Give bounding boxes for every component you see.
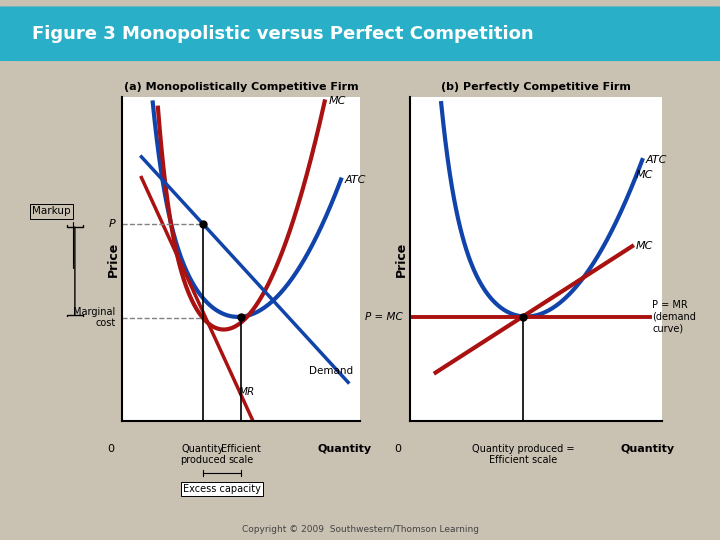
Text: Demand: Demand [310,366,354,376]
Text: P: P [109,219,115,229]
Text: Efficient
scale: Efficient scale [221,444,261,465]
Text: Quantity: Quantity [621,444,675,454]
Text: MC: MC [328,97,346,106]
Text: P = MR
(demand
curve): P = MR (demand curve) [652,300,696,333]
Text: Excess capacity: Excess capacity [184,484,261,495]
Text: MC: MC [636,241,653,251]
Text: Figure 3 Monopolistic versus Perfect Competition: Figure 3 Monopolistic versus Perfect Com… [32,25,534,43]
Text: Copyright © 2009  Southwestern/Thomson Learning: Copyright © 2009 Southwestern/Thomson Le… [241,524,479,534]
Text: Quantity produced =
Efficient scale: Quantity produced = Efficient scale [472,444,574,465]
Title: (a) Monopolistically Competitive Firm: (a) Monopolistically Competitive Firm [124,82,359,92]
Title: (b) Perfectly Competitive Firm: (b) Perfectly Competitive Firm [441,82,631,92]
Text: 0: 0 [107,444,114,454]
Text: Quantity
produced: Quantity produced [180,444,226,465]
Y-axis label: Price: Price [395,241,408,277]
Text: Quantity: Quantity [318,444,372,454]
Text: Markup: Markup [32,206,73,268]
Text: MC: MC [636,170,653,180]
Text: Marginal
cost: Marginal cost [73,307,115,328]
Text: MR: MR [239,387,255,397]
Y-axis label: Price: Price [107,241,120,277]
Text: P = MC: P = MC [365,312,403,321]
Text: 0: 0 [395,444,401,454]
Text: ATC: ATC [345,174,366,185]
FancyBboxPatch shape [0,7,720,60]
Text: ATC: ATC [646,155,667,165]
